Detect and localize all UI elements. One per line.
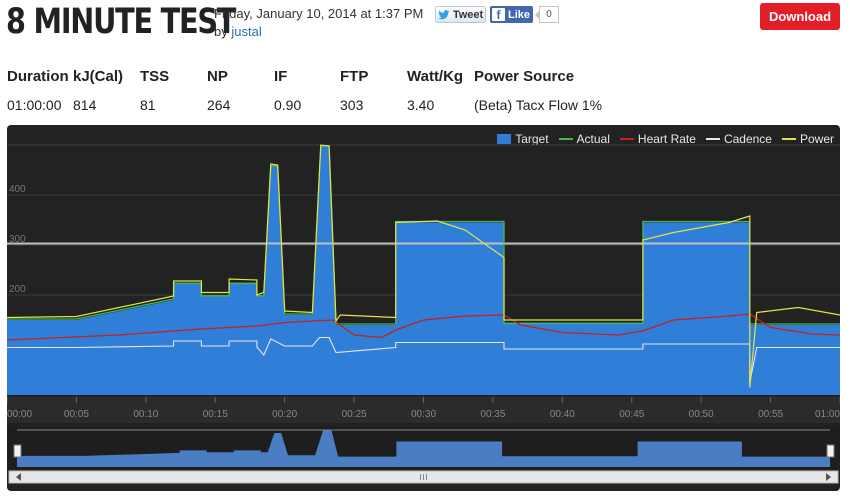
tweet-button[interactable]: Tweet [435, 6, 486, 23]
author-link[interactable]: justal [231, 24, 262, 39]
cadence-swatch [705, 138, 720, 140]
legend-item-actual[interactable]: Actual [558, 132, 610, 146]
stat-value-power-source: (Beta) Tacx Flow 1% [474, 97, 603, 113]
ride-date: Friday, January 10, 2014 at 1:37 PM [214, 6, 424, 21]
stat-header-if: IF [274, 68, 288, 85]
stat-value-np: 264 [207, 97, 231, 113]
chart-plot-area[interactable]: 010020030040000:0000:0500:1000:1500:2000… [7, 125, 840, 491]
heart-rate-series-line [7, 313, 840, 341]
cadence-series-line [7, 336, 840, 383]
target-area [7, 145, 840, 395]
x-tick-label: 00:35 [480, 409, 505, 420]
x-tick-label: 00:05 [64, 409, 89, 420]
stat-value-duration: 01:00:00 [7, 97, 62, 113]
y-tick-label: 400 [9, 184, 26, 195]
legend-item-target[interactable]: Target [497, 132, 549, 146]
stat-value-tss: 81 [140, 97, 156, 113]
power-swatch [781, 138, 796, 140]
stat-header-ftp: FTP [340, 68, 369, 85]
author-line: by justal [214, 24, 262, 39]
by-prefix: by [214, 24, 228, 39]
x-tick-label: 00:20 [272, 409, 297, 420]
x-tick-label: 00:30 [411, 409, 436, 420]
stat-header-np: NP [207, 68, 228, 85]
x-tick-label: 00:10 [133, 409, 158, 420]
navigator-right-handle[interactable] [826, 444, 835, 458]
like-count: 0 [535, 6, 559, 23]
stat-header-duration: Duration [7, 68, 69, 85]
facebook-icon: f [492, 8, 505, 22]
power-series-line [7, 144, 840, 388]
stat-header-watt-kg: Watt/Kg [407, 68, 464, 85]
scrollbar-grip-icon [420, 474, 427, 480]
chart-legend: Target Actual Heart Rate Cadence Power [497, 132, 834, 146]
twitter-bird-icon [438, 9, 450, 19]
stat-header-tss: TSS [140, 68, 170, 85]
stat-value-watt-kg: 3.40 [407, 97, 435, 113]
x-tick-label: 00:00 [7, 409, 32, 420]
x-tick-label: 00:15 [203, 409, 228, 420]
legend-item-power[interactable]: Power [781, 132, 834, 146]
power-chart[interactable]: Target Actual Heart Rate Cadence Power 0… [7, 125, 840, 491]
x-tick-label: 00:45 [619, 409, 644, 420]
legend-label-actual: Actual [576, 132, 610, 146]
facebook-like-button[interactable]: f Like [490, 6, 533, 23]
actual-swatch [558, 138, 573, 140]
page-title: 8 MINUTE TEST [6, 2, 236, 42]
scroll-left-arrow-icon[interactable] [16, 473, 21, 481]
legend-label-heart-rate: Heart Rate [637, 132, 696, 146]
x-tick-label: 01:00 [815, 409, 840, 420]
download-button[interactable]: Download [760, 3, 840, 30]
y-tick-label: 200 [9, 284, 26, 295]
x-tick-label: 00:55 [758, 409, 783, 420]
legend-label-target: Target [515, 132, 549, 146]
navigator-target-area [17, 430, 830, 467]
x-tick-label: 00:50 [689, 409, 714, 420]
stat-header-power-source: Power Source [474, 68, 575, 85]
navigator-left-handle[interactable] [13, 444, 22, 458]
stat-header-kj: kJ(Cal) [73, 68, 124, 85]
legend-item-heart-rate[interactable]: Heart Rate [619, 132, 696, 146]
stat-value-kj: 814 [73, 97, 97, 113]
heart-rate-swatch [619, 138, 634, 140]
stat-value-if: 0.90 [274, 97, 302, 113]
scroll-right-arrow-icon[interactable] [826, 473, 831, 481]
target-swatch [497, 134, 512, 144]
tweet-label: Tweet [452, 8, 484, 21]
x-tick-label: 00:40 [550, 409, 575, 420]
x-tick-label: 00:25 [342, 409, 367, 420]
legend-label-cadence: Cadence [723, 132, 772, 146]
legend-item-cadence[interactable]: Cadence [705, 132, 772, 146]
stat-value-ftp: 303 [340, 97, 364, 113]
legend-label-power: Power [799, 132, 834, 146]
y-tick-label: 300 [9, 234, 26, 245]
like-label: Like [508, 8, 531, 21]
